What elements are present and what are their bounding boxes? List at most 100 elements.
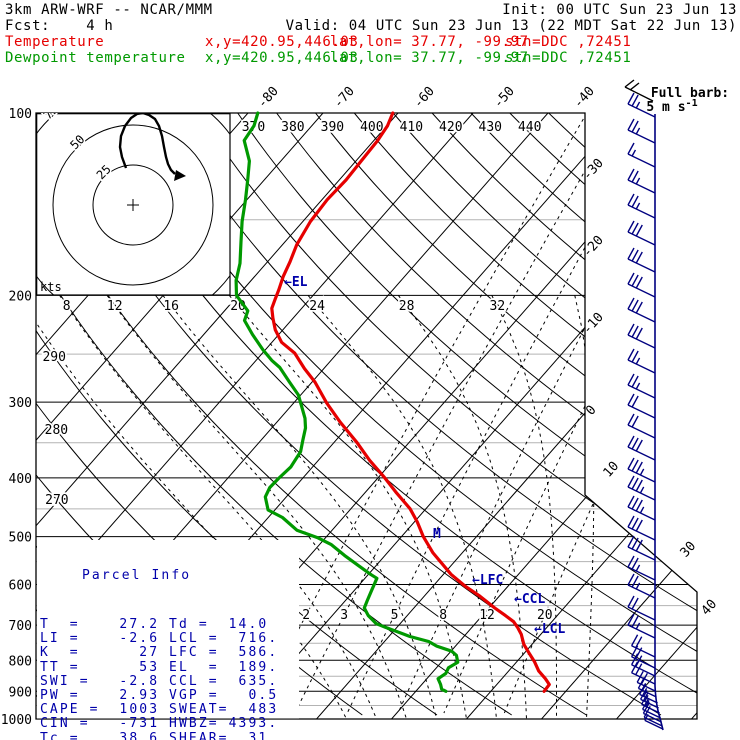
isotherm-label: -50	[491, 84, 518, 111]
wind-barb-flag	[635, 276, 643, 289]
wind-barb-flag	[631, 415, 639, 428]
wind-barb-shaft	[627, 308, 656, 323]
parcel-info-row: T = 27.2 Td = 14.0	[40, 617, 269, 633]
wind-barb-flag	[635, 499, 643, 512]
wind-barb-flag	[631, 299, 639, 312]
wind-barb-flag	[627, 323, 635, 336]
isotherm-line	[691, 113, 697, 719]
wind-barb-half-flag	[635, 622, 641, 630]
parcel-info-row: CAPE = 1003 SWEAT= 483	[40, 702, 279, 718]
wind-barb-flag	[635, 224, 643, 237]
moist-adiabat-label: 8	[63, 299, 71, 314]
wind-barb-flag	[643, 705, 651, 718]
wind-barb-flag	[630, 634, 639, 647]
wind-barb-flag	[627, 555, 635, 568]
wind-max-marker: M	[433, 527, 441, 542]
temperature-legend-label: Temperature	[5, 34, 105, 50]
dewpoint-legend-label: Dewpoint temperature	[5, 50, 186, 66]
wind-barb-icon	[627, 515, 656, 541]
isotherm-label: 10	[601, 459, 623, 481]
parcel-info-backdrop	[37, 540, 299, 719]
dry-adiabat-line	[198, 113, 697, 716]
wind-barb-flag	[631, 120, 639, 133]
wind-barb-flag	[627, 247, 635, 260]
parcel-info-row: CIN = -731 HWBZ= 4393.	[40, 716, 279, 732]
isotherm-label: -70	[331, 84, 358, 111]
parcel-level-label: ←LFC	[472, 573, 503, 588]
parcel-info-row: PW = 2.93 VGP = 0.5	[40, 688, 279, 704]
isotherm-label: -20	[580, 233, 607, 260]
wind-barb-flag	[639, 687, 648, 700]
dry-adiabat-label: 420	[439, 120, 462, 135]
wind-barb-flag	[638, 682, 647, 695]
isotherm-line	[241, 113, 697, 719]
wind-barb-shaft	[643, 716, 663, 727]
parcel-level-label: ←LCL	[534, 622, 565, 637]
wind-barb-flag	[631, 350, 639, 363]
moist-adiabat-label: 24	[309, 299, 325, 314]
parcel-info-row: SWI = -2.8 CCL = 635.	[40, 673, 279, 689]
wind-barb-flag	[631, 170, 639, 183]
mixing-ratio-label: 3	[340, 608, 348, 623]
dry-adiabat-label: 280	[45, 423, 68, 438]
wind-barb-flag	[627, 393, 635, 406]
dewpoint-xy: x,y=420.95,446.03	[205, 50, 359, 66]
wind-barb-shaft	[627, 231, 656, 246]
wind-barb-flag	[631, 597, 639, 610]
wind-barb-flag	[637, 676, 646, 689]
wind-barb-half-flag	[635, 357, 641, 365]
wind-barb-flag	[641, 697, 650, 710]
moist-adiabat-line	[307, 295, 499, 719]
wind-barb-half-flag	[635, 177, 641, 185]
temperature-xy: x,y=420.95,446.03	[205, 34, 359, 50]
dewpoint-station: stn=DDC ,72451	[505, 50, 632, 66]
wind-barb-flag	[630, 653, 639, 666]
barb-legend-icon	[629, 82, 640, 91]
wind-barb-flag	[627, 475, 635, 488]
wind-barb-icon	[627, 348, 656, 374]
dry-adiabat-label: 410	[400, 120, 423, 135]
wind-barb-flag	[631, 395, 639, 408]
wind-barb-flag	[640, 692, 649, 705]
wind-barb-icon	[627, 413, 656, 439]
wind-barb-flag	[627, 613, 635, 626]
wind-barb-icon	[627, 613, 656, 639]
wind-barb-shaft	[627, 486, 656, 501]
pressure-axis-label: 700	[9, 619, 32, 634]
wind-barb-flag	[627, 413, 635, 426]
wind-barb-icon	[627, 168, 656, 194]
pressure-axis-label: 400	[9, 472, 32, 487]
wind-barb-flag	[627, 272, 635, 285]
wind-barb-flag	[631, 575, 639, 588]
wind-barb-shaft	[627, 359, 656, 374]
moist-adiabat-line	[574, 295, 595, 719]
parcel-info-rows: T = 27.2 Td = 14.0 LI = -2.6 LCL = 716. K …	[40, 617, 296, 740]
dry-adiabat-label: 290	[42, 350, 65, 365]
wind-barb-icon	[630, 634, 656, 658]
hodograph-units-label: kts	[40, 280, 62, 294]
wind-barb-flag	[627, 92, 635, 105]
wind-barb-flag	[635, 251, 643, 264]
hodograph-ring	[52, 124, 214, 286]
wind-barb-half-flag	[635, 101, 641, 109]
parcel-info-title: Parcel Info	[82, 568, 192, 584]
wind-barb-flag	[631, 537, 639, 550]
wind-barb-flag	[635, 461, 643, 474]
dry-adiabat-line	[431, 113, 697, 716]
moist-adiabat-line	[491, 295, 557, 719]
wind-barb-shaft	[627, 404, 656, 419]
wind-barb-flag	[635, 655, 643, 668]
pressure-axis-label: 900	[9, 685, 32, 700]
wind-barb-half-flag	[639, 506, 645, 514]
wind-barb-icon	[627, 118, 656, 144]
dry-adiabat-label: 430	[479, 120, 502, 135]
wind-barb-icon	[627, 220, 656, 246]
wind-barb-icon	[627, 535, 656, 561]
wind-barb-shaft	[627, 153, 656, 168]
wind-barb-icon	[627, 193, 656, 219]
wind-barb-flag	[635, 479, 643, 492]
isotherm-line	[391, 113, 697, 719]
wind-barb-icon	[627, 297, 656, 323]
wind-barb-icon	[627, 555, 656, 581]
